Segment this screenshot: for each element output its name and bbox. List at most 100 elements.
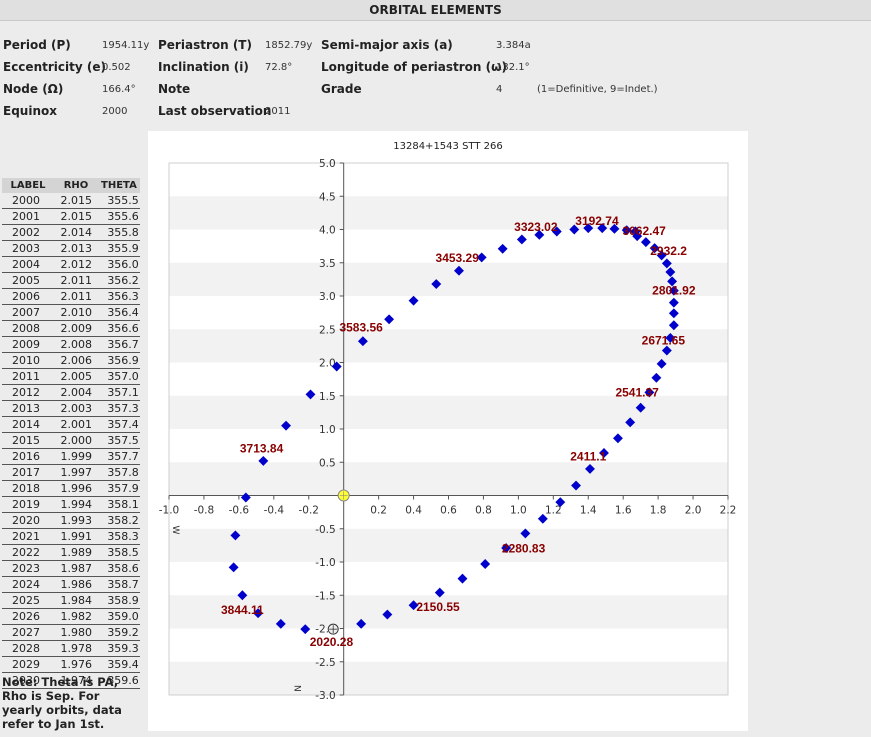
table-row: 2030 1.974 359.6	[2, 672, 140, 689]
label-cell: 2018	[2, 480, 54, 497]
rho-cell: 1.997	[54, 464, 98, 481]
table-row: 2014 2.001 357.4	[2, 416, 140, 433]
theta-cell: 357.8	[98, 464, 140, 481]
orbit-year-label: 2020.28	[310, 635, 354, 649]
rho-cell: 2.005	[54, 368, 98, 385]
grid-band	[169, 362, 728, 396]
table-row: 2009 2.008 356.7	[2, 336, 140, 353]
orbit-year-label: 3453.29	[436, 251, 480, 265]
theta-cell: 356.2	[98, 272, 140, 289]
orbit-point	[501, 543, 512, 553]
orbit-point	[384, 314, 395, 325]
y-tick-label: -1.0	[315, 557, 336, 569]
rho-cell: 2.009	[54, 320, 98, 337]
x-tick-label: 1.4	[580, 505, 597, 517]
eccentricity-label: Eccentricity (e)	[3, 60, 106, 74]
rho-cell: 1.991	[54, 528, 98, 545]
plot-border	[168, 162, 729, 696]
orbit-year-label: 3583.56	[339, 320, 383, 334]
orbit-point	[571, 480, 581, 491]
grid-band	[169, 661, 728, 695]
orbit-point	[661, 258, 672, 269]
orbit-point	[583, 223, 594, 234]
x-tick-label: 1.0	[510, 505, 527, 517]
rho-cell: 1.982	[54, 608, 98, 625]
x-tick-label: 1.8	[650, 505, 667, 517]
grid-band	[169, 395, 728, 429]
y-tick-label: 5.0	[319, 158, 336, 170]
equinox-label: Equinox	[3, 104, 57, 118]
label-cell: 2016	[2, 448, 54, 465]
orbit-year-label: 2411.1	[570, 449, 606, 463]
orbit-point	[668, 308, 679, 319]
x-tick-label: 2.2	[720, 505, 737, 517]
theta-cell: 357.0	[98, 368, 140, 385]
table-row: 2029 1.976 359.4	[2, 656, 140, 673]
table-row: 2005 2.011 356.2	[2, 272, 140, 289]
label-cell: 2030	[2, 672, 54, 689]
orbit-point	[599, 447, 609, 458]
table-row: 2028 1.978 359.3	[2, 640, 140, 657]
rho-cell: 2.000	[54, 432, 98, 449]
grid-band	[169, 429, 728, 463]
orbit-point	[253, 608, 264, 619]
x-tick-label: 0.4	[405, 505, 422, 517]
orbit-point	[258, 455, 269, 466]
rho-cell: 2.003	[54, 400, 98, 417]
orbit-year-label: 3713.84	[240, 441, 284, 455]
rho-cell: 2.013	[54, 240, 98, 257]
rho-cell: 2.011	[54, 288, 98, 305]
label-cell: 2026	[2, 608, 54, 625]
note-label: Note	[158, 82, 191, 96]
x-tick-label: 0.8	[475, 505, 492, 517]
grid-band	[169, 329, 728, 363]
grade-label: Grade	[321, 82, 362, 96]
x-tick-label: 2.0	[685, 505, 702, 517]
table-row: 2010 2.006 356.9	[2, 352, 140, 369]
theta-cell: 359.6	[98, 672, 140, 689]
orbit-point	[228, 562, 239, 573]
label-cell: 2029	[2, 656, 54, 673]
rho-cell: 2.004	[54, 384, 98, 401]
theta-cell: 357.3	[98, 400, 140, 417]
orbit-year-label: 2541.37	[615, 385, 659, 399]
y-tick-label: 3.0	[319, 291, 336, 303]
y-tick-label: -3.0	[315, 690, 336, 702]
orbit-point	[537, 513, 548, 524]
orbit-point	[497, 243, 508, 254]
x-tick-label: 1.2	[545, 505, 562, 517]
label-cell: 2010	[2, 352, 54, 369]
table-row: 2025 1.984 358.9	[2, 592, 140, 609]
grid-band	[169, 296, 728, 330]
orbit-point	[569, 224, 580, 235]
grid-band	[169, 196, 728, 230]
orbit-point	[480, 559, 491, 569]
theta-cell: 358.5	[98, 544, 140, 561]
label-cell: 2022	[2, 544, 54, 561]
table-row: 2000 2.015 355.5	[2, 193, 140, 209]
orbit-point	[609, 223, 620, 234]
rho-cell: 2.015	[54, 208, 98, 225]
orbit-year-label: 2932.2	[650, 244, 687, 258]
orbit-point	[305, 389, 316, 400]
table-row: 2011 2.005 357.0	[2, 368, 140, 385]
orbit-point	[240, 492, 251, 503]
theta-cell: 356.7	[98, 336, 140, 353]
theta-cell: 355.9	[98, 240, 140, 257]
orbit-year-label: 2671.65	[642, 334, 686, 348]
semi-major-axis-value: 3.384a	[496, 40, 531, 51]
rho-cell: 2.015	[54, 193, 98, 209]
periastron-value: 1852.79y	[265, 40, 313, 51]
orbit-year-label: 3323.02	[514, 220, 558, 234]
table-row: 2021 1.991 358.3	[2, 528, 140, 545]
label-cell: 2012	[2, 384, 54, 401]
table-row: 2004 2.012 356.0	[2, 256, 140, 273]
orbit-point	[237, 590, 248, 601]
table-row: 2006 2.011 356.3	[2, 288, 140, 305]
orbit-point	[454, 265, 464, 276]
orbit-chart: 13284+1543 STT 266 -1.0 -0.8 -0.6 -0.4 -0.2 0.…	[148, 131, 748, 731]
rho-cell: 1.976	[54, 656, 98, 673]
theta-cell: 357.7	[98, 448, 140, 465]
y-tick-label: 1.5	[319, 391, 336, 403]
label-cell: 2019	[2, 496, 54, 513]
